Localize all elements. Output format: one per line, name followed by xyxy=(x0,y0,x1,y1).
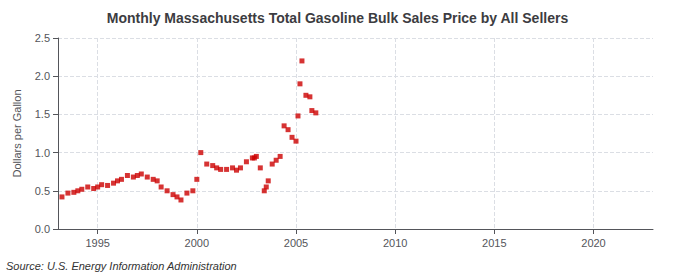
svg-text:0.5: 0.5 xyxy=(35,185,50,197)
svg-text:Monthly Massachusetts Total Ga: Monthly Massachusetts Total Gasoline Bul… xyxy=(107,10,569,26)
svg-text:1.0: 1.0 xyxy=(35,147,50,159)
svg-text:Source: U.S. Energy Informatio: Source: U.S. Energy Information Administ… xyxy=(6,260,237,272)
svg-text:2020: 2020 xyxy=(581,237,605,249)
svg-text:2015: 2015 xyxy=(482,237,506,249)
svg-text:2005: 2005 xyxy=(284,237,308,249)
svg-text:2000: 2000 xyxy=(185,237,209,249)
svg-text:2010: 2010 xyxy=(383,237,407,249)
svg-text:Dollars per Gallon: Dollars per Gallon xyxy=(11,89,23,177)
svg-text:2.5: 2.5 xyxy=(35,32,50,44)
svg-text:1995: 1995 xyxy=(85,237,109,249)
svg-text:0.0: 0.0 xyxy=(35,223,50,235)
svg-text:2.0: 2.0 xyxy=(35,70,50,82)
svg-text:1.5: 1.5 xyxy=(35,108,50,120)
